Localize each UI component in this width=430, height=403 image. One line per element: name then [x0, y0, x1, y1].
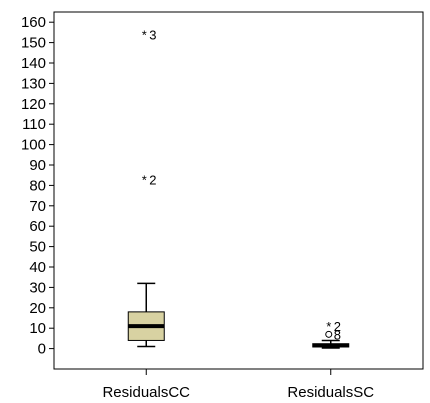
y-tick-label: 100: [21, 137, 46, 154]
outlier-star: *: [142, 27, 147, 42]
y-tick-label: 40: [29, 259, 46, 276]
y-tick-label: 130: [21, 75, 46, 92]
category-label: ResidualsCC: [102, 384, 190, 401]
box-ResidualsSC: * 28: [312, 319, 350, 349]
box-ResidualsCC: * 3* 2: [127, 27, 165, 348]
y-tick-label: 150: [21, 35, 46, 52]
category-label: ResidualsSC: [287, 384, 374, 401]
y-tick-label: 30: [29, 279, 46, 296]
outlier-label: 3: [149, 27, 156, 42]
y-tick-label: 0: [38, 341, 46, 358]
y-tick-label: 60: [29, 218, 46, 235]
y-tick-label: 110: [22, 116, 46, 133]
plot-frame: [53, 11, 424, 370]
outlier-label: 2: [334, 319, 341, 334]
y-axis: 0 10 20 30 40 50 60 70 80 90 100 110 120 130 140 150 160: [21, 14, 54, 358]
x-axis: ResidualsCC ResidualsSC: [102, 369, 374, 401]
plot-area: * 3* 2* 28: [127, 27, 350, 349]
y-tick-label: 10: [29, 320, 46, 337]
y-tick-label: 70: [29, 198, 46, 215]
outlier-star: *: [326, 319, 331, 334]
y-tick-label: 20: [29, 300, 46, 317]
y-tick-label: 50: [29, 239, 46, 256]
y-tick-label: 120: [21, 96, 46, 113]
outlier-star: *: [142, 172, 147, 187]
y-tick-label: 140: [21, 55, 46, 72]
outlier-label: 8: [334, 327, 341, 342]
outlier-circle: [325, 330, 333, 338]
y-tick-label: 80: [29, 177, 46, 194]
y-tick-label: 90: [29, 157, 46, 174]
y-tick-label: 160: [21, 14, 46, 31]
outlier-label: 2: [149, 172, 156, 187]
